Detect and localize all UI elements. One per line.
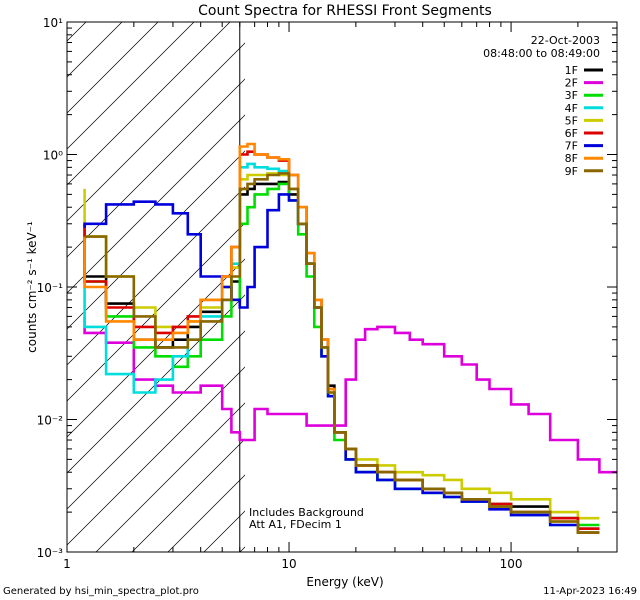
legend-label-2F: 2F (565, 77, 578, 90)
axis-ticks (66, 21, 618, 553)
date-label: 22-Oct-2003 (531, 34, 600, 47)
series-layer (83, 142, 617, 534)
series-line-3F (83, 182, 600, 527)
footer-generated-by: Generated by hsi_min_spectra_plot.pro (3, 586, 199, 597)
attenuator-annotation: Att A1, FDecim 1 (249, 518, 342, 531)
x-tick-label: 10 (281, 557, 296, 571)
plot-frame (66, 21, 618, 553)
y-axis-label: counts cm⁻² s⁻¹ keV⁻¹ (25, 221, 39, 353)
series-line-7F (83, 193, 600, 534)
axis-tick-labels: 1 10 100 10⁻³ 10⁻² 10⁻¹ 10⁰ 10¹ (37, 16, 523, 571)
series-line-2F (83, 316, 617, 474)
legend-label-4F: 4F (565, 102, 578, 115)
x-axis-label: Energy (keV) (306, 575, 383, 589)
time-range-label: 08:48:00 to 08:49:00 (483, 47, 600, 60)
series-line-5F (83, 172, 600, 520)
y-tick-label: 10⁻³ (37, 546, 64, 560)
legend-label-3F: 3F (565, 89, 578, 102)
legend-label-9F: 9F (565, 165, 578, 178)
y-tick-label: 10⁰ (43, 149, 63, 163)
background-annotation: Includes Background (249, 506, 364, 519)
legend-label-8F: 8F (565, 152, 578, 165)
y-tick-label: 10⁻² (37, 414, 64, 428)
series-line-9F (84, 172, 600, 534)
chart-title: Count Spectra for RHESSI Front Segments (198, 3, 492, 19)
y-tick-label: 10¹ (43, 16, 63, 30)
legend-label-6F: 6F (565, 127, 578, 140)
series-line-4F (83, 162, 578, 527)
legend-label-7F: 7F (565, 140, 578, 153)
legend-label-1F: 1F (565, 64, 578, 77)
footer-timestamp: 11-Apr-2023 16:49 (543, 586, 637, 597)
x-tick-label: 1 (63, 557, 71, 571)
x-tick-label: 100 (500, 557, 523, 571)
series-line-8F (83, 142, 600, 534)
legend-label-5F: 5F (565, 114, 578, 127)
y-tick-label: 10⁻¹ (37, 281, 64, 295)
